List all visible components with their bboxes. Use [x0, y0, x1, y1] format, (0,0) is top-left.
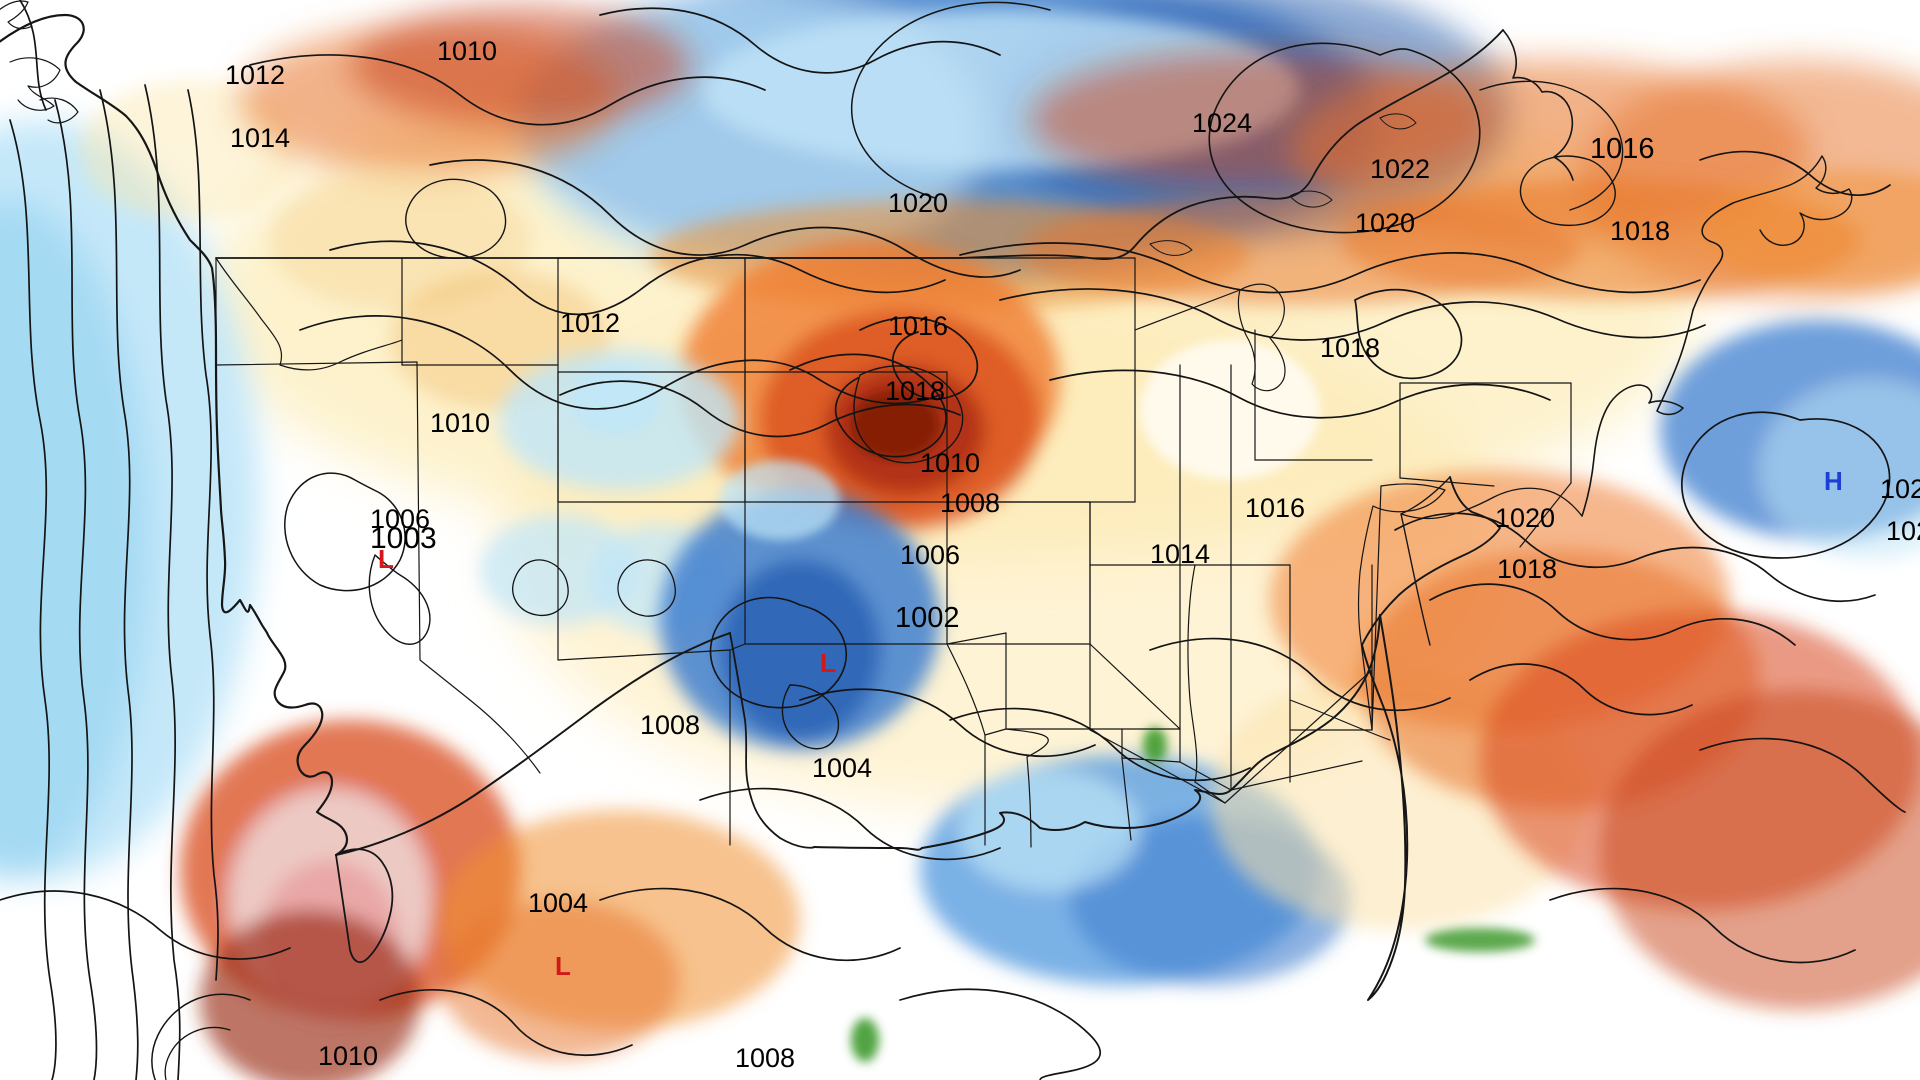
svg-text:1012: 1012: [560, 308, 620, 338]
svg-text:1018: 1018: [1610, 216, 1670, 246]
svg-text:L: L: [555, 951, 571, 981]
svg-text:1016: 1016: [1245, 493, 1305, 523]
svg-text:1018: 1018: [1497, 554, 1557, 584]
svg-text:1020: 1020: [1355, 208, 1415, 238]
svg-text:1004: 1004: [812, 753, 872, 783]
svg-text:1012: 1012: [225, 60, 285, 90]
svg-text:1004: 1004: [528, 888, 588, 918]
svg-text:1002: 1002: [895, 602, 960, 634]
svg-text:1010: 1010: [920, 448, 980, 478]
svg-text:1018: 1018: [1320, 333, 1380, 363]
svg-text:1014: 1014: [230, 123, 290, 153]
svg-text:L: L: [820, 648, 836, 678]
svg-text:1014: 1014: [1150, 539, 1210, 569]
svg-text:1008: 1008: [940, 488, 1000, 518]
svg-text:1016: 1016: [888, 311, 948, 341]
svg-text:H: H: [1824, 466, 1843, 496]
svg-text:1010: 1010: [430, 408, 490, 438]
svg-text:1008: 1008: [735, 1043, 795, 1073]
svg-text:1020: 1020: [1495, 503, 1555, 533]
svg-text:1018: 1018: [885, 376, 945, 406]
svg-text:L: L: [378, 544, 394, 574]
svg-text:1010: 1010: [437, 36, 497, 66]
svg-text:1008: 1008: [640, 710, 700, 740]
svg-text:1020: 1020: [888, 188, 948, 218]
svg-text:1016: 1016: [1590, 133, 1655, 165]
svg-text:1024: 1024: [1192, 108, 1252, 138]
svg-text:1024: 1024: [1880, 474, 1920, 504]
svg-text:1006: 1006: [900, 540, 960, 570]
svg-text:1024: 1024: [1886, 516, 1920, 546]
svg-text:1022: 1022: [1370, 154, 1430, 184]
svg-text:1010: 1010: [318, 1041, 378, 1071]
